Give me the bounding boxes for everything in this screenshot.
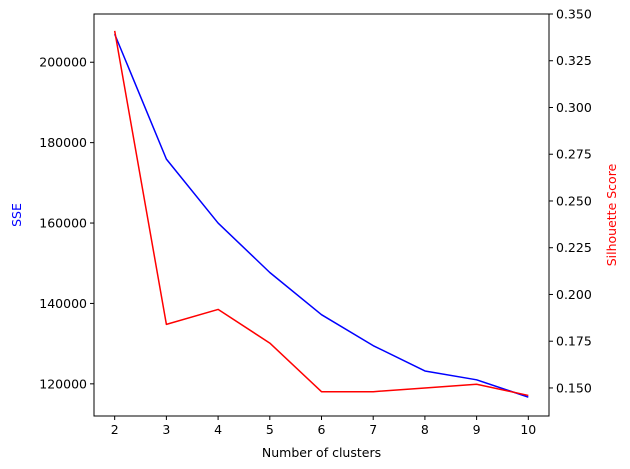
right-y-tick-label-0.200: 0.200 [556, 287, 592, 302]
left-y-tick-label-180000: 180000 [39, 135, 87, 150]
x-axis-title: Number of clusters [262, 445, 381, 460]
right-y-axis-ticks: 0.150 0.175 0.200 0.225 0.250 0.275 0.300 0.325… [549, 7, 592, 395]
left-y-tick-label-160000: 160000 [39, 216, 87, 231]
series-group [113, 30, 529, 398]
left-y-tick-label-200000: 200000 [39, 55, 87, 70]
x-tick-label-2: 2 [111, 422, 119, 437]
x-tick-label-9: 9 [473, 422, 481, 437]
right-y-tick-label-0.300: 0.300 [556, 100, 592, 115]
right-y-tick-label-0.325: 0.325 [556, 53, 592, 68]
x-tick-label-4: 4 [214, 422, 222, 437]
x-tick-label-5: 5 [266, 422, 274, 437]
right-y-tick-label-0.250: 0.250 [556, 193, 592, 208]
x-tick-label-3: 3 [162, 422, 170, 437]
right-y-tick-label-0.150: 0.150 [556, 380, 592, 395]
x-axis-ticks: 2 3 4 5 6 7 8 9 10 [111, 416, 536, 437]
right-y-axis-title: Silhouette Score [604, 163, 619, 266]
left-y-axis-ticks: 120000 140000 160000 180000 200000 [39, 55, 94, 391]
x-tick-label-7: 7 [369, 422, 377, 437]
left-y-tick-label-120000: 120000 [39, 376, 87, 391]
x-tick-label-10: 10 [520, 422, 536, 437]
x-tick-label-8: 8 [421, 422, 429, 437]
right-y-tick-label-0.225: 0.225 [556, 240, 592, 255]
left-y-axis-title: SSE [9, 203, 24, 227]
x-tick-label-6: 6 [318, 422, 326, 437]
right-y-tick-label-0.175: 0.175 [556, 334, 592, 349]
left-y-tick-label-140000: 140000 [39, 296, 87, 311]
plot-area [93, 13, 550, 417]
right-y-tick-label-0.350: 0.350 [556, 7, 592, 22]
right-y-tick-label-0.275: 0.275 [556, 147, 592, 162]
